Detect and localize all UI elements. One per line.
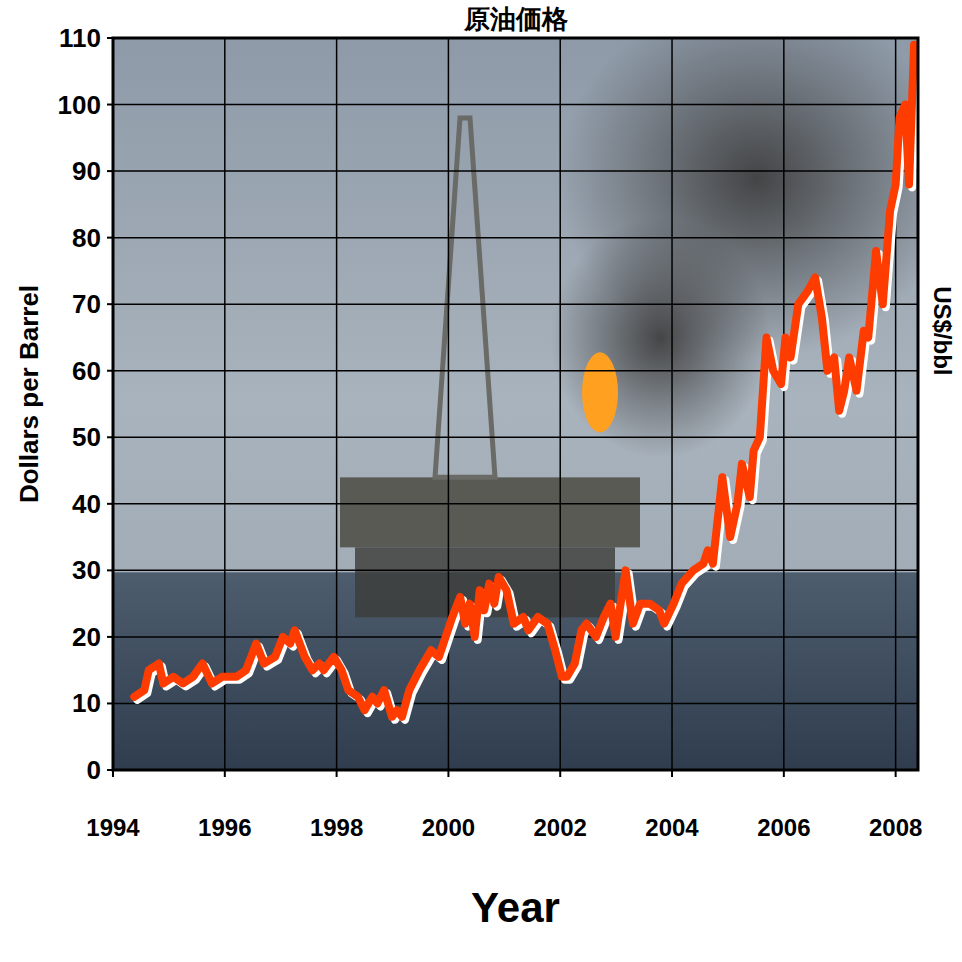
tick-label: 2000 (422, 814, 475, 841)
grid-line (113, 636, 918, 638)
grid-line (671, 38, 673, 770)
grid-line (448, 38, 450, 770)
x-axis: 1994 1996 1998 2000 2002 2004 2006 2008 (86, 770, 922, 841)
tick (107, 636, 113, 638)
tick-label: 110 (59, 23, 101, 53)
tick (224, 770, 226, 777)
grid (113, 38, 918, 770)
background (113, 38, 918, 770)
tick (895, 770, 897, 777)
series (134, 45, 917, 720)
grid-line (113, 370, 918, 372)
tick (447, 770, 449, 777)
tick-label: 60 (72, 356, 101, 386)
tick-label: 2002 (534, 814, 587, 841)
right-axis-title: US$/bbl (929, 286, 956, 375)
tick (107, 370, 113, 372)
tick (336, 770, 338, 777)
tick-label: 1998 (310, 814, 363, 841)
grid-line (113, 503, 918, 505)
tick (107, 503, 113, 505)
grid-line (113, 104, 918, 106)
tick (107, 237, 113, 239)
rig-derrick (435, 118, 495, 477)
tick-label: 70 (72, 289, 101, 319)
tick (107, 170, 113, 172)
tick-label: 20 (72, 622, 101, 652)
tick (107, 436, 113, 438)
tick (107, 104, 113, 106)
tick (783, 770, 785, 777)
grid-line (113, 170, 918, 172)
title: 原油価格 (463, 4, 568, 34)
plot-frame (113, 38, 918, 770)
tick (107, 303, 113, 305)
tick-label: 2004 (645, 814, 699, 841)
tick-label: 80 (72, 223, 101, 253)
tick-label: 1996 (198, 814, 251, 841)
grid-line (783, 38, 785, 770)
tick (671, 770, 673, 777)
y-axis: 0 10 20 30 40 50 60 70 80 90 100 110 (58, 23, 113, 785)
grid-line (113, 703, 918, 705)
chart: 0 10 20 30 40 50 60 70 80 90 100 110 1994 1996 1998 200… (0, 0, 962, 962)
grid-line (113, 570, 918, 572)
tick (112, 770, 114, 777)
grid-line (224, 38, 226, 770)
grid-line (113, 237, 918, 239)
tick-label: 90 (72, 156, 101, 186)
tick (107, 702, 113, 704)
x-axis-title: Year (471, 884, 560, 931)
tick-label: 100 (58, 90, 101, 120)
tick-label: 0 (87, 755, 101, 785)
tick-label: 2006 (757, 814, 810, 841)
tick-label: 50 (72, 422, 101, 452)
y-axis-title: Dollars per Barrel (14, 285, 44, 503)
tick-label: 1994 (86, 814, 140, 841)
tick-label: 40 (72, 489, 101, 519)
flare (582, 352, 618, 432)
price-line (134, 45, 914, 717)
tick-label: 30 (72, 555, 101, 585)
tick-label: 2008 (869, 814, 922, 841)
tick (559, 770, 561, 777)
grid-line (113, 437, 918, 439)
tick-label: 10 (72, 688, 101, 718)
tick (107, 569, 113, 571)
tick (107, 37, 113, 39)
rig-deck (340, 477, 640, 547)
smoke (550, 218, 770, 458)
